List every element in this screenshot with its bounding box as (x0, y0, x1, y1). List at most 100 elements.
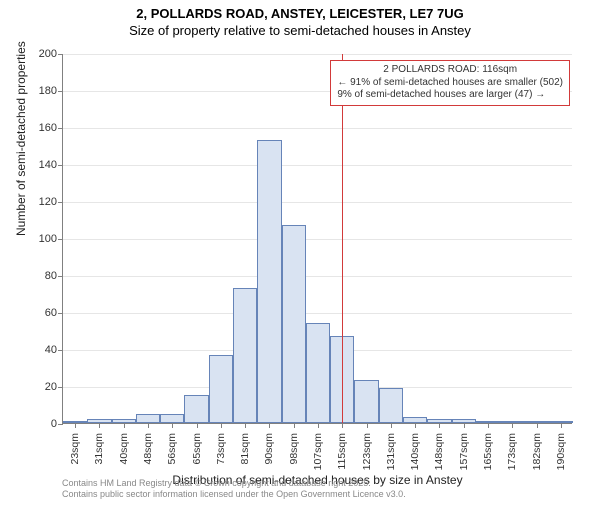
xtick-label: 190sqm (555, 433, 567, 470)
title-line1: 2, POLLARDS ROAD, ANSTEY, LEICESTER, LE7… (0, 6, 600, 21)
xtick-mark (75, 423, 76, 428)
xtick-label: 173sqm (506, 433, 518, 470)
gridline-h (63, 128, 572, 129)
ytick-mark (58, 424, 63, 425)
histogram-bar (524, 421, 548, 423)
ytick-label: 100 (39, 233, 57, 245)
histogram-bar (233, 288, 257, 423)
xtick-label: 48sqm (142, 433, 154, 465)
footer-line2: Contains public sector information licen… (62, 489, 406, 500)
gridline-h (63, 54, 572, 55)
ytick-label: 80 (45, 270, 57, 282)
xtick-mark (245, 423, 246, 428)
histogram-bar (403, 417, 427, 423)
xtick-mark (342, 423, 343, 428)
ytick-mark (58, 276, 63, 277)
gridline-h (63, 202, 572, 203)
gridline-h (63, 165, 572, 166)
title-line2: Size of property relative to semi-detach… (0, 23, 600, 38)
histogram-bar (209, 355, 233, 423)
annotation-box: 2 POLLARDS ROAD: 116sqm← 91% of semi-det… (330, 60, 570, 106)
xtick-label: 182sqm (531, 433, 543, 470)
y-axis-label: Number of semi-detached properties (14, 41, 28, 236)
histogram-bar (257, 140, 281, 423)
xtick-label: 81sqm (239, 433, 251, 465)
histogram-bar (160, 414, 184, 423)
xtick-label: 123sqm (361, 433, 373, 470)
xtick-label: 98sqm (288, 433, 300, 465)
annotation-line3: 9% of semi-detached houses are larger (4… (337, 89, 563, 102)
histogram-bar (184, 395, 208, 423)
ytick-mark (58, 202, 63, 203)
xtick-label: 56sqm (166, 433, 178, 465)
histogram-bar (306, 323, 330, 423)
xtick-label: 107sqm (312, 433, 324, 470)
xtick-label: 140sqm (409, 433, 421, 470)
ytick-label: 60 (45, 307, 57, 319)
xtick-mark (124, 423, 125, 428)
histogram-bar (354, 380, 378, 423)
ytick-mark (58, 54, 63, 55)
xtick-mark (512, 423, 513, 428)
plot-area: 02040608010012014016018020023sqm31sqm40s… (62, 54, 572, 424)
xtick-mark (415, 423, 416, 428)
xtick-mark (561, 423, 562, 428)
histogram-bar (500, 421, 524, 423)
ytick-mark (58, 387, 63, 388)
xtick-mark (221, 423, 222, 428)
histogram-bar (427, 419, 451, 423)
xtick-mark (269, 423, 270, 428)
histogram-bar (136, 414, 160, 423)
xtick-label: 40sqm (118, 433, 130, 465)
xtick-mark (148, 423, 149, 428)
ytick-mark (58, 128, 63, 129)
chart-title-block: 2, POLLARDS ROAD, ANSTEY, LEICESTER, LE7… (0, 6, 600, 38)
footer-attribution: Contains HM Land Registry data © Crown c… (62, 478, 406, 500)
xtick-label: 165sqm (482, 433, 494, 470)
xtick-label: 31sqm (93, 433, 105, 465)
xtick-mark (439, 423, 440, 428)
xtick-label: 148sqm (433, 433, 445, 470)
xtick-label: 73sqm (215, 433, 227, 465)
histogram-bar (379, 388, 403, 423)
xtick-mark (99, 423, 100, 428)
xtick-label: 115sqm (336, 433, 348, 470)
histogram-bar (452, 419, 476, 423)
histogram-bar (282, 225, 306, 423)
xtick-mark (464, 423, 465, 428)
ytick-mark (58, 239, 63, 240)
marker-line (342, 54, 343, 423)
xtick-mark (197, 423, 198, 428)
ytick-label: 20 (45, 381, 57, 393)
ytick-mark (58, 91, 63, 92)
histogram-bar (63, 421, 87, 423)
ytick-mark (58, 313, 63, 314)
xtick-label: 65sqm (191, 433, 203, 465)
gridline-h (63, 239, 572, 240)
ytick-label: 120 (39, 196, 57, 208)
gridline-h (63, 313, 572, 314)
ytick-mark (58, 350, 63, 351)
ytick-mark (58, 165, 63, 166)
xtick-label: 90sqm (263, 433, 275, 465)
ytick-label: 0 (51, 418, 57, 430)
xtick-mark (172, 423, 173, 428)
histogram-bar (112, 419, 136, 423)
xtick-mark (294, 423, 295, 428)
xtick-label: 131sqm (385, 433, 397, 470)
xtick-mark (391, 423, 392, 428)
ytick-label: 140 (39, 159, 57, 171)
xtick-label: 157sqm (458, 433, 470, 470)
ytick-label: 40 (45, 344, 57, 356)
ytick-label: 200 (39, 48, 57, 60)
xtick-mark (488, 423, 489, 428)
chart-area: 02040608010012014016018020023sqm31sqm40s… (62, 54, 572, 424)
annotation-line2: ← 91% of semi-detached houses are smalle… (337, 77, 563, 90)
ytick-label: 180 (39, 85, 57, 97)
xtick-mark (318, 423, 319, 428)
gridline-h (63, 276, 572, 277)
xtick-mark (367, 423, 368, 428)
histogram-bar (476, 421, 500, 423)
ytick-label: 160 (39, 122, 57, 134)
footer-line1: Contains HM Land Registry data © Crown c… (62, 478, 406, 489)
